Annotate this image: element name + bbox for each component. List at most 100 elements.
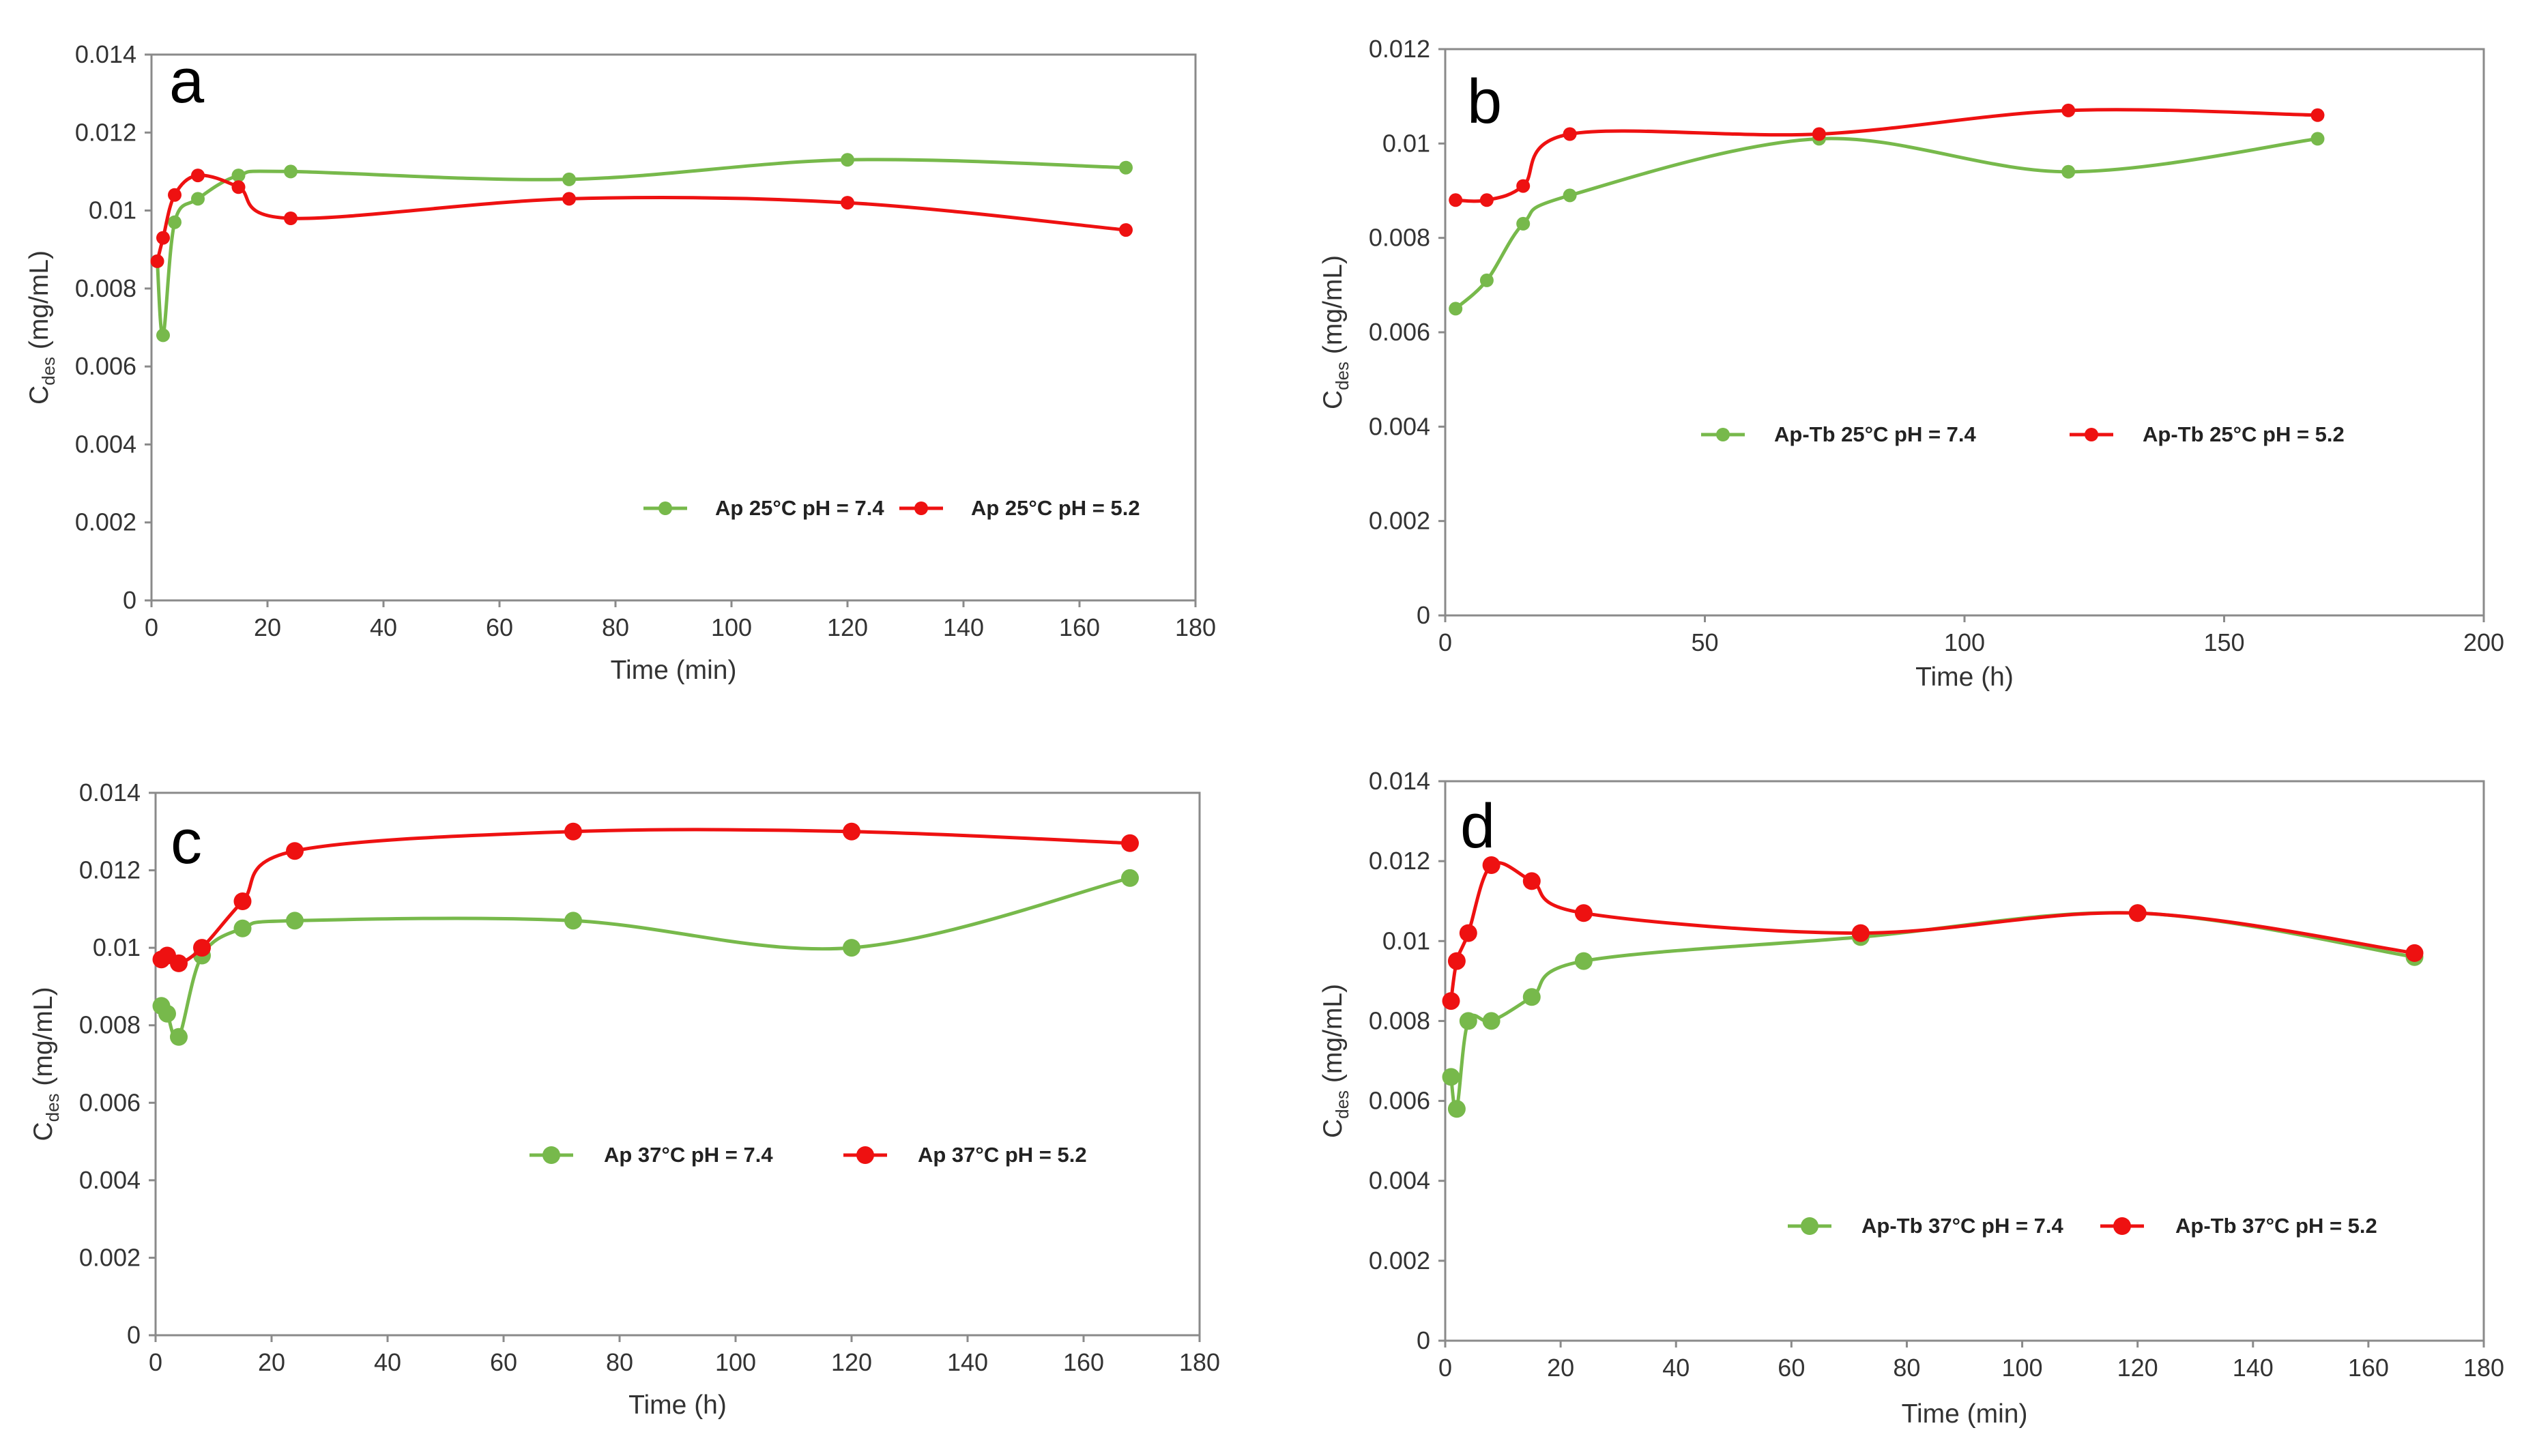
series-ph-7-4 xyxy=(1449,132,2325,316)
x-tick-label: 120 xyxy=(2117,1354,2158,1382)
x-tick-label: 180 xyxy=(1175,613,1216,641)
y-axis-title-main: C xyxy=(25,385,54,405)
x-tick-label: 200 xyxy=(2463,628,2504,656)
series-ph-5-2 xyxy=(1449,103,2325,207)
data-point xyxy=(841,153,854,167)
x-tick-label: 60 xyxy=(486,613,513,641)
data-point xyxy=(1449,193,1463,207)
data-point xyxy=(231,169,246,183)
data-point xyxy=(1459,924,1477,942)
y-tick-label: 0.01 xyxy=(1382,129,1430,157)
chart-panel-a: 0 0.002 0.004 0.006 0.008 0.01 0.012 0.014 0 20 40… xyxy=(25,40,1216,685)
legend-entry-ph-7-4: Ap 37°C pH = 7.4 xyxy=(530,1143,773,1167)
y-axis-title: Cdes (mg/mL) xyxy=(1318,984,1352,1138)
data-point xyxy=(168,215,182,229)
data-point xyxy=(1447,952,1466,970)
y-axis-title-main: C xyxy=(29,1122,58,1141)
y-tick-label: 0 xyxy=(1417,601,1430,629)
data-point xyxy=(1851,924,1870,942)
data-point xyxy=(1442,1068,1460,1086)
legend-label: Ap-Tb 37°C pH = 5.2 xyxy=(2175,1214,2377,1238)
x-tick-label: 80 xyxy=(1893,1354,1920,1382)
series-line xyxy=(1455,108,2318,203)
y-axis-title-unit: (mg/mL) xyxy=(29,987,58,1093)
legend-entry-ph-7-4: Ap 25°C pH = 7.4 xyxy=(643,496,884,520)
x-axis-title: Time (min) xyxy=(611,656,737,685)
data-point xyxy=(1574,952,1593,970)
data-point xyxy=(2310,132,2325,146)
data-point xyxy=(1479,273,1494,287)
y-tick-label: 0.002 xyxy=(75,508,136,536)
data-point xyxy=(156,328,170,343)
data-point xyxy=(841,196,854,210)
y-tick-label: 0.01 xyxy=(1382,927,1430,955)
y-tick-label: 0.012 xyxy=(1369,35,1430,63)
y-tick-label: 0.004 xyxy=(1369,1167,1430,1195)
x-tick-label: 0 xyxy=(145,613,158,641)
x-tick-label: 20 xyxy=(1547,1354,1574,1382)
legend-label: Ap 25°C pH = 5.2 xyxy=(971,496,1140,520)
x-axis-title: Time (min) xyxy=(1902,1399,2028,1429)
x-tick-label: 60 xyxy=(1778,1354,1805,1382)
y-axis-title-main: C xyxy=(1318,390,1348,409)
x-tick-label: 100 xyxy=(715,1348,756,1376)
y-tick-label: 0.008 xyxy=(75,274,136,302)
x-tick-label: 50 xyxy=(1691,628,1718,656)
data-point xyxy=(191,192,205,206)
data-point xyxy=(1574,904,1593,922)
data-point xyxy=(843,939,860,957)
data-point xyxy=(562,172,576,186)
data-point xyxy=(1522,988,1541,1006)
x-tick-label: 120 xyxy=(831,1348,872,1376)
x-axis-title: Time (h) xyxy=(628,1391,727,1420)
data-point xyxy=(168,188,182,202)
data-point xyxy=(170,954,188,972)
legend-entry-ph-5-2: Ap-Tb 25°C pH = 5.2 xyxy=(2070,422,2345,446)
data-point xyxy=(562,192,576,206)
data-point xyxy=(843,822,860,841)
x-tick-label: 100 xyxy=(2002,1354,2043,1382)
legend-entry-ph-5-2: Ap-Tb 37°C pH = 5.2 xyxy=(2100,1214,2377,1238)
data-point xyxy=(233,919,252,937)
y-tick-label: 0.012 xyxy=(1369,847,1430,875)
data-point xyxy=(1516,179,1531,193)
x-tick-label: 80 xyxy=(606,1348,633,1376)
x-tick-label: 160 xyxy=(1059,613,1100,641)
data-point xyxy=(1563,188,1577,203)
data-point xyxy=(1121,834,1139,852)
data-point xyxy=(170,1028,188,1046)
y-tick-label: 0.014 xyxy=(79,778,141,806)
y-tick-label: 0.004 xyxy=(1369,412,1430,440)
y-axis-title: Cdes (mg/mL) xyxy=(29,987,63,1141)
data-point xyxy=(1479,193,1494,207)
y-tick-label: 0.012 xyxy=(79,856,141,884)
legend-entry-ph-7-4: Ap-Tb 37°C pH = 7.4 xyxy=(1788,1214,2064,1238)
legend-label: Ap 37°C pH = 7.4 xyxy=(604,1143,773,1167)
y-tick-label: 0.01 xyxy=(89,196,136,224)
chart-panel-d: 0 0.002 0.004 0.006 0.008 0.01 0.012 0.014 0 20 40… xyxy=(1318,767,2504,1429)
x-tick-label: 100 xyxy=(1944,628,1985,656)
x-tick-label: 0 xyxy=(1438,628,1452,656)
y-tick-label: 0.006 xyxy=(75,352,136,380)
series-ph-5-2 xyxy=(150,169,1133,268)
y-axis-title-subscript: des xyxy=(1332,1090,1352,1119)
y-tick-label: 0.008 xyxy=(1369,1006,1430,1034)
legend-label: Ap 25°C pH = 7.4 xyxy=(715,496,884,520)
y-tick-label: 0.006 xyxy=(1369,318,1430,346)
legend-label: Ap-Tb 37°C pH = 7.4 xyxy=(1861,1214,2064,1238)
x-tick-label: 180 xyxy=(2463,1354,2504,1382)
y-axis-title-unit: (mg/mL) xyxy=(25,250,54,357)
y-tick-label: 0.002 xyxy=(1369,507,1430,535)
data-point xyxy=(156,231,170,245)
y-axis-title-subscript: des xyxy=(1332,362,1352,390)
x-tick-label: 0 xyxy=(149,1348,162,1376)
data-point xyxy=(1119,223,1133,237)
series-line xyxy=(1454,136,2318,310)
y-axis-title-subscript: des xyxy=(38,357,59,385)
legend-label: Ap 37°C pH = 5.2 xyxy=(918,1143,1087,1167)
data-point xyxy=(284,164,298,179)
series-ph-5-2 xyxy=(152,822,1139,972)
data-point xyxy=(286,912,304,930)
data-point xyxy=(191,169,205,183)
legend-marker-swatch xyxy=(2113,1217,2131,1235)
